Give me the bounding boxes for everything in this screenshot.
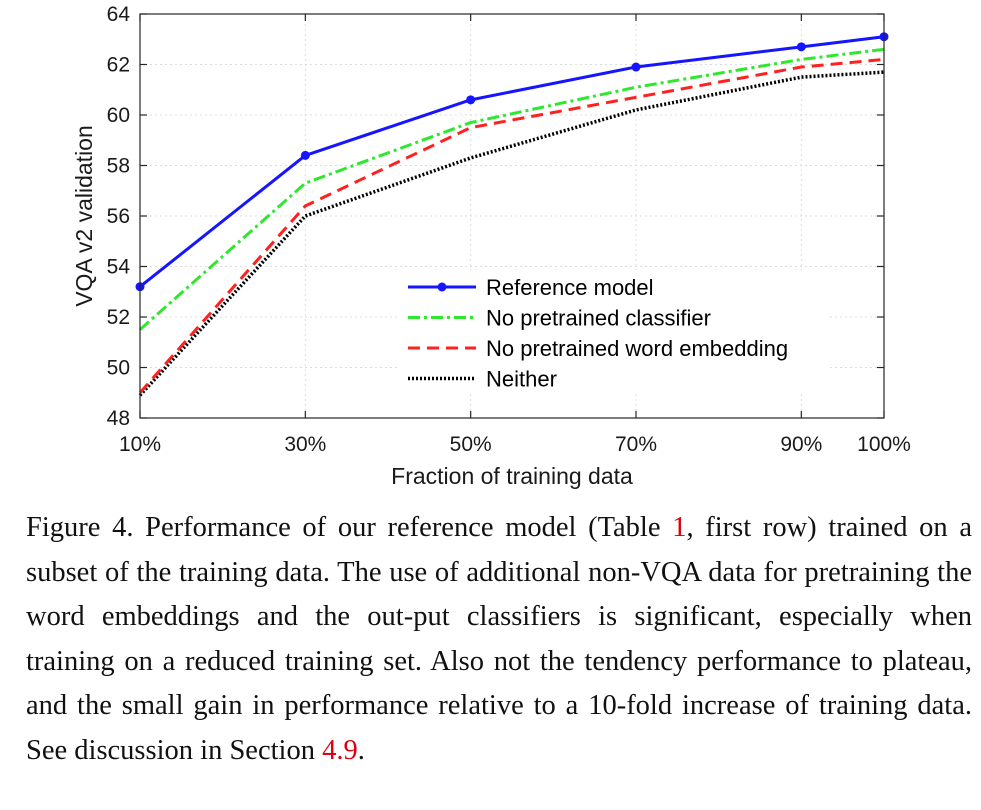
y-tick-label: 54 bbox=[107, 256, 131, 279]
axis-ticks bbox=[139, 13, 885, 419]
y-tick-label: 56 bbox=[107, 205, 130, 228]
section-reference-link[interactable]: 4.9 bbox=[322, 734, 358, 766]
line-chart: 10% 30% 50% 70% 90% 100% 48 50 52 54 56 58 60 62 64 Fr… bbox=[71, 3, 911, 489]
series-line bbox=[138, 70, 885, 397]
tick-labels: 10% 30% 50% 70% 90% 100% 48 50 52 54 56 58 60 62 64 bbox=[107, 3, 911, 456]
series-line bbox=[138, 57, 885, 394]
figure-caption: Figure 4. Performance of our reference m… bbox=[26, 506, 972, 774]
legend-entry-label: Reference model bbox=[486, 275, 654, 300]
legend-box bbox=[400, 270, 830, 394]
x-tick-label: 10% bbox=[119, 433, 161, 456]
y-axis-label: VQA v2 validation bbox=[71, 125, 97, 307]
series-line bbox=[139, 35, 885, 288]
series-line bbox=[139, 47, 885, 331]
legend-entry-label: No pretrained word embedding bbox=[486, 336, 788, 361]
legend-entry-label: No pretrained classifier bbox=[486, 306, 711, 331]
series-layer bbox=[135, 32, 889, 397]
data-point bbox=[300, 150, 310, 160]
data-point bbox=[466, 95, 476, 105]
legend-marker bbox=[437, 282, 447, 292]
x-tick-label: 30% bbox=[284, 433, 326, 456]
y-tick-label: 50 bbox=[107, 357, 130, 380]
y-tick-label: 48 bbox=[107, 407, 130, 430]
table-reference-link[interactable]: 1 bbox=[672, 512, 687, 543]
legend: Reference model No pretrained classifier N… bbox=[400, 270, 830, 394]
x-tick-label: 100% bbox=[857, 433, 911, 456]
y-tick-label: 60 bbox=[107, 104, 130, 127]
x-tick-label: 50% bbox=[450, 433, 492, 456]
caption-text: Figure 4. Performance of our reference m… bbox=[26, 512, 673, 543]
data-point bbox=[631, 62, 641, 72]
caption-text: , first row) trained on a subset of the … bbox=[26, 512, 972, 766]
x-axis-label: Fraction of training data bbox=[391, 463, 633, 489]
y-tick-label: 64 bbox=[107, 3, 131, 26]
y-tick-label: 62 bbox=[107, 54, 130, 77]
x-tick-label: 70% bbox=[615, 433, 657, 456]
legend-entry-label: Neither bbox=[486, 367, 557, 392]
caption-text: . bbox=[357, 734, 365, 766]
y-tick-label: 52 bbox=[107, 306, 130, 329]
y-tick-label: 58 bbox=[107, 155, 130, 178]
x-tick-label: 90% bbox=[780, 433, 822, 456]
data-point bbox=[796, 42, 806, 52]
